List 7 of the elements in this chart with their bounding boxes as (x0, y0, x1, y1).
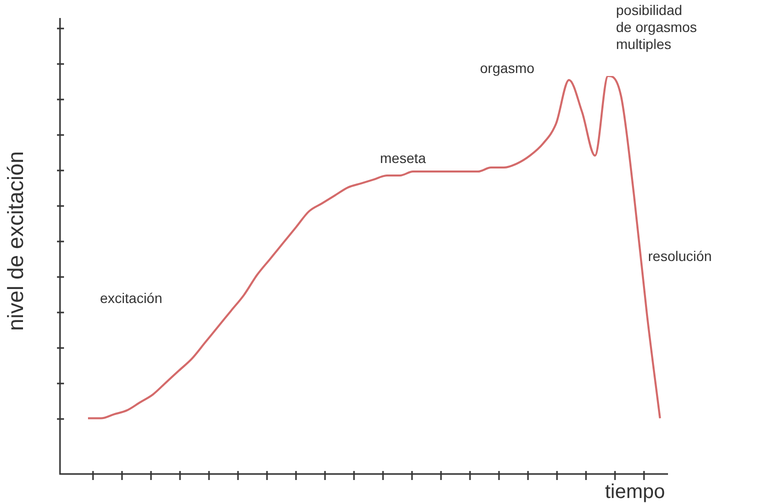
annotation: excitación (100, 290, 162, 306)
annotation: meseta (380, 150, 426, 166)
text: orgasmo (480, 60, 535, 76)
annotation: resolución (648, 248, 712, 264)
text: posibilidad de orgasmos multiples (616, 2, 697, 52)
y-axis-title: nivel de excitación (3, 150, 29, 333)
x-axis-title: tiempo (604, 481, 665, 503)
